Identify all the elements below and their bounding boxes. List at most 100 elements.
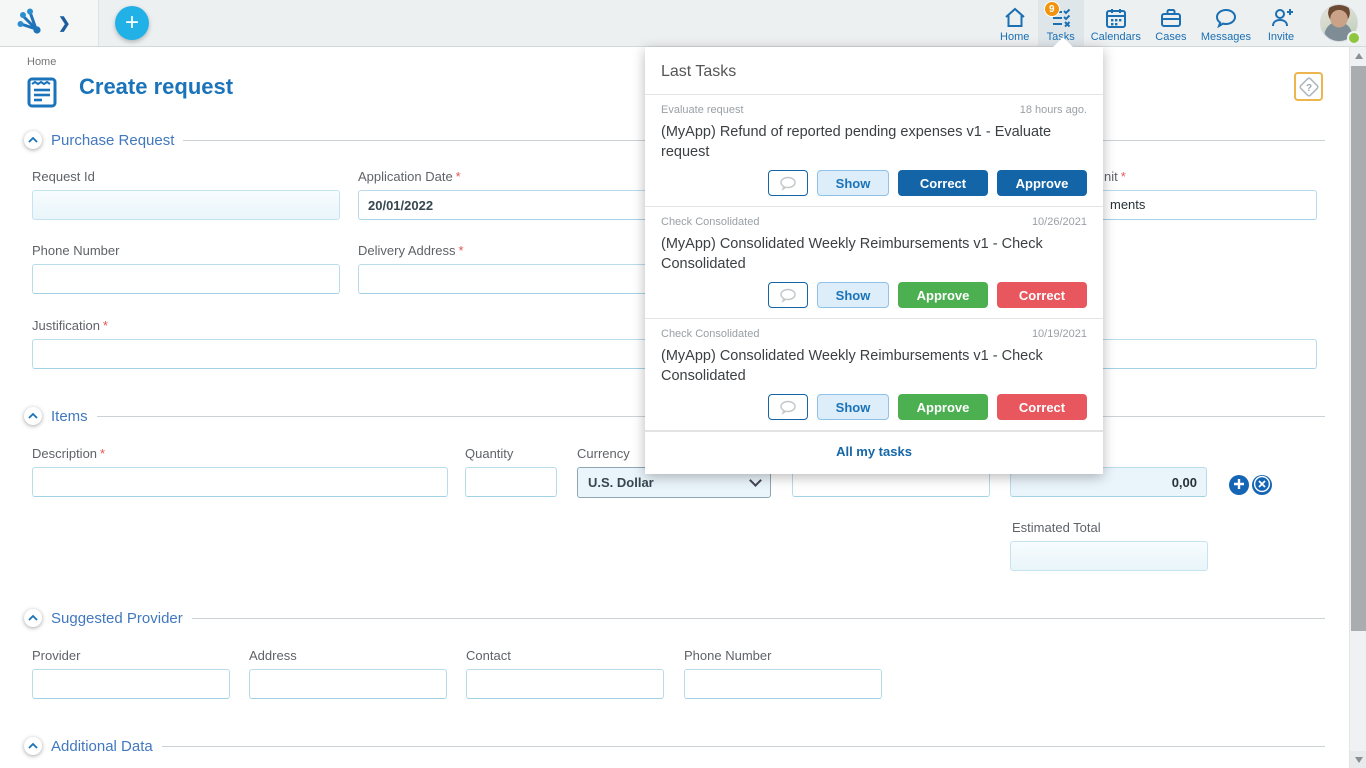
online-status-dot — [1347, 31, 1361, 45]
chevron-down-icon — [749, 474, 762, 487]
help-button[interactable]: ? — [1294, 72, 1323, 101]
approve-button[interactable]: Approve — [898, 394, 988, 420]
tasks-icon — [1048, 6, 1074, 30]
tasks-count-badge: 9 — [1043, 1, 1060, 17]
breadcrumb[interactable]: Home — [27, 56, 57, 68]
page-title: Create request — [79, 74, 234, 99]
comment-button[interactable] — [768, 170, 808, 196]
collapse-caret-icon[interactable] — [24, 131, 42, 149]
show-button[interactable]: Show — [817, 282, 889, 308]
briefcase-icon — [1158, 6, 1184, 30]
approve-button[interactable]: Approve — [997, 170, 1087, 196]
sidebar-expand-chevron-icon[interactable]: ❯ — [58, 15, 71, 32]
panel-footer: All my tasks — [645, 431, 1103, 474]
scrollbar-thumb[interactable] — [1351, 66, 1366, 631]
top-nav: Home 9 Tasks — [992, 0, 1304, 46]
task-time: 10/26/2021 — [1031, 216, 1087, 228]
task-title: (MyApp) Consolidated Weekly Reimbursemen… — [661, 348, 1043, 384]
comment-bubble-icon — [780, 400, 796, 415]
add-item-button[interactable] — [1229, 475, 1249, 495]
top-navigation-bar: ❯ + Home 9 — [0, 0, 1366, 47]
nav-item-home[interactable]: Home — [992, 0, 1038, 46]
request-id-input[interactable] — [32, 190, 340, 220]
quantity-input[interactable] — [465, 467, 557, 497]
task-item: Check Consolidated 10/19/2021 (MyApp) Co… — [645, 319, 1103, 431]
correct-button[interactable]: Correct — [898, 170, 988, 196]
svg-text:?: ? — [1305, 83, 1311, 94]
collapse-caret-icon[interactable] — [24, 407, 42, 425]
section-title: Purchase Request — [51, 131, 175, 149]
panel-title: Last Tasks — [645, 47, 1103, 95]
section-title: Additional Data — [51, 737, 153, 755]
collapse-caret-icon[interactable] — [24, 737, 42, 755]
vertical-scrollbar[interactable] — [1349, 47, 1366, 768]
currency-label: Currency — [577, 446, 630, 461]
logo-area: ❯ — [0, 0, 99, 46]
provider-phone-label: Phone Number — [684, 648, 772, 663]
delivery-address-label: Delivery Address * — [358, 243, 464, 258]
correct-button[interactable]: Correct — [997, 394, 1087, 420]
task-item: Check Consolidated 10/26/2021 (MyApp) Co… — [645, 207, 1103, 319]
new-case-button[interactable]: + — [115, 6, 149, 40]
show-button[interactable]: Show — [817, 170, 889, 196]
comment-bubble-icon — [780, 176, 796, 191]
application-date-input[interactable] — [358, 190, 666, 220]
remove-item-button[interactable] — [1252, 475, 1272, 495]
scrollbar-up-arrow[interactable] — [1350, 47, 1366, 64]
section-title: Items — [51, 407, 88, 425]
comment-bubble-icon — [780, 288, 796, 303]
scrollbar-down-arrow[interactable] — [1350, 751, 1366, 768]
invite-person-icon — [1268, 6, 1294, 30]
chat-bubble-icon — [1213, 6, 1239, 30]
description-input[interactable] — [32, 467, 448, 497]
nav-item-cases[interactable]: Cases — [1148, 0, 1194, 46]
business-unit-label-partial: nit * — [1104, 169, 1126, 184]
nav-item-messages[interactable]: Messages — [1194, 0, 1258, 46]
all-my-tasks-link[interactable]: All my tasks — [836, 444, 912, 459]
show-button[interactable]: Show — [817, 394, 889, 420]
provider-label: Provider — [32, 648, 81, 663]
task-time: 10/19/2021 — [1031, 328, 1087, 340]
task-title: (MyApp) Refund of reported pending expen… — [661, 124, 1052, 160]
section-suggested-provider: Suggested Provider — [24, 609, 1325, 627]
phone-number-input[interactable] — [32, 264, 340, 294]
address-input[interactable] — [249, 669, 447, 699]
address-label: Address — [249, 648, 297, 663]
description-label: Description * — [32, 446, 106, 461]
provider-phone-input[interactable] — [684, 669, 882, 699]
estimated-total-input[interactable] — [1010, 541, 1208, 571]
app-logo-icon[interactable] — [16, 7, 44, 40]
nav-item-calendars[interactable]: Calendars — [1084, 0, 1148, 46]
task-item: Evaluate request 18 hours ago. (MyApp) R… — [645, 95, 1103, 207]
contact-label: Contact — [466, 648, 511, 663]
comment-button[interactable] — [768, 282, 808, 308]
circle-x-icon — [1253, 475, 1271, 493]
justification-label: Justification * — [32, 318, 108, 333]
quantity-label: Quantity — [465, 446, 514, 461]
triangle-down-icon — [1354, 756, 1363, 763]
nav-item-invite[interactable]: Invite — [1258, 0, 1304, 46]
application-date-label: Application Date * — [358, 169, 461, 184]
home-icon — [1002, 6, 1028, 30]
delivery-address-input[interactable] — [358, 264, 666, 294]
comment-button[interactable] — [768, 394, 808, 420]
plus-icon — [1234, 479, 1244, 489]
task-name: Check Consolidated — [661, 216, 760, 228]
section-additional-data: Additional Data — [24, 737, 1325, 755]
last-tasks-panel: Last Tasks Evaluate request 18 hours ago… — [645, 47, 1103, 474]
provider-input[interactable] — [32, 669, 230, 699]
user-avatar[interactable] — [1320, 4, 1361, 45]
contact-input[interactable] — [466, 669, 664, 699]
triangle-up-icon — [1354, 52, 1363, 59]
request-id-label: Request Id — [32, 169, 95, 184]
estimated-total-label: Estimated Total — [1012, 520, 1101, 535]
collapse-caret-icon[interactable] — [24, 609, 42, 627]
calendar-icon — [1103, 6, 1129, 30]
task-title: (MyApp) Consolidated Weekly Reimbursemen… — [661, 236, 1043, 272]
phone-number-label: Phone Number — [32, 243, 120, 258]
section-title: Suggested Provider — [51, 609, 183, 627]
correct-button[interactable]: Correct — [997, 282, 1087, 308]
approve-button[interactable]: Approve — [898, 282, 988, 308]
task-name: Evaluate request — [661, 104, 744, 116]
help-diamond-icon: ? — [1298, 76, 1319, 97]
